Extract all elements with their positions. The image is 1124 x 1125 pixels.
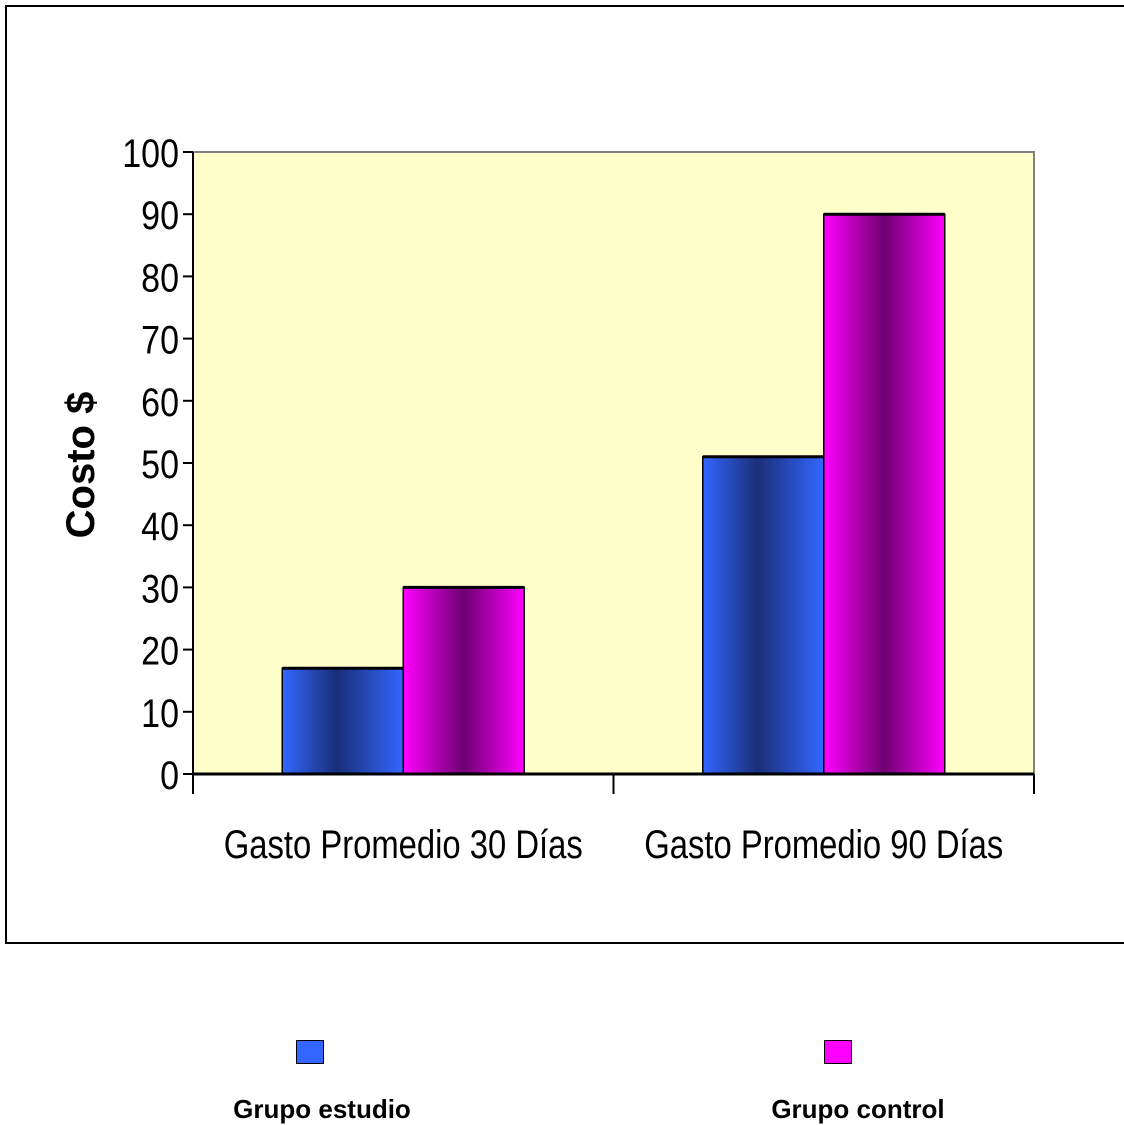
- y-tick-label: 90: [141, 193, 179, 238]
- legend-label-grupo-estudio: Grupo estudio: [233, 1094, 411, 1124]
- y-tick-label: 80: [141, 255, 179, 300]
- bar-grupo-estudio-2: [702, 456, 825, 775]
- y-tick-label: 10: [141, 690, 179, 735]
- legend-swatch-grupo-estudio: [296, 1040, 324, 1064]
- y-tick-label: 30: [141, 566, 179, 611]
- x-category-label: Gasto Promedio 30 Días: [224, 822, 583, 867]
- legend-label-grupo-control: Grupo control: [771, 1094, 945, 1124]
- bar-grupo-control-1: [402, 586, 525, 775]
- y-tick-label: 50: [141, 441, 179, 486]
- x-axis-ticks: Gasto Promedio 30 Días Gasto Promedio 90 …: [192, 774, 1035, 867]
- bars: [281, 212, 946, 775]
- y-tick-label: 0: [160, 752, 179, 797]
- legend-swatch-grupo-control: [824, 1040, 852, 1064]
- y-tick-label: 40: [141, 504, 179, 549]
- y-axis-title: Costo $: [59, 392, 103, 539]
- y-tick-label: 70: [141, 317, 179, 362]
- y-tick-label: 60: [141, 379, 179, 424]
- y-tick-label: 20: [141, 628, 179, 673]
- bar-grupo-control-2: [823, 213, 946, 775]
- bar-grupo-estudio-1: [281, 667, 404, 775]
- x-category-label: Gasto Promedio 90 Días: [644, 822, 1003, 867]
- y-axis-ticks: 0 10 20 30 40 50 60 70 80 90 100: [122, 130, 193, 798]
- y-tick-label: 100: [122, 130, 179, 175]
